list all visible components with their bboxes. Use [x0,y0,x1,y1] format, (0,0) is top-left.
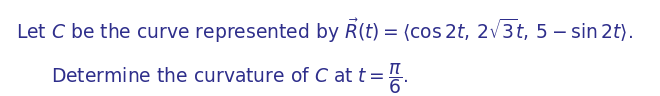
Text: Determine the curvature of $C$ at $t = \dfrac{\pi}{6}$.: Determine the curvature of $C$ at $t = \… [51,61,409,96]
Text: Let $C$ be the curve represented by $\vec{R}(t) = \langle \cos 2t,\, 2\sqrt{3}t,: Let $C$ be the curve represented by $\ve… [16,17,633,45]
